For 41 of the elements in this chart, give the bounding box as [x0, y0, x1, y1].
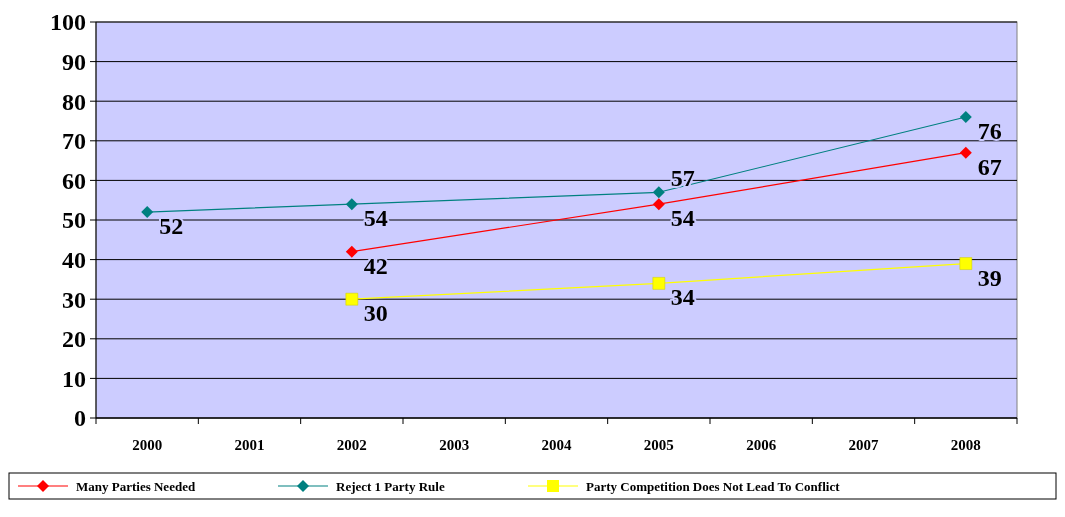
y-tick-label: 80	[62, 88, 86, 115]
point	[652, 277, 666, 290]
data-label: 54	[670, 205, 695, 232]
y-tick-label: 10	[62, 365, 86, 392]
point	[959, 257, 973, 270]
data-label: 42	[363, 252, 388, 279]
y-tick-label: 20	[62, 326, 86, 353]
y-tick-label: 60	[62, 167, 86, 194]
y-tick-label: 50	[62, 207, 86, 234]
data-label: 52	[159, 213, 184, 240]
legend-label: Many Parties Needed	[76, 478, 196, 494]
x-tick-label: 2008	[950, 437, 981, 453]
data-label: 67	[977, 153, 1002, 180]
y-tick-label: 40	[62, 247, 86, 273]
y-tick-label: 90	[62, 49, 86, 75]
point	[652, 186, 665, 199]
legend-label: Reject 1 Party Rule	[336, 478, 445, 494]
x-tick-label: 2006	[746, 437, 777, 453]
legend-label: Party Competition Does Not Lead To Conflict	[586, 478, 841, 494]
x-tick-label: 2000	[132, 437, 163, 453]
data-label: 54	[363, 205, 388, 232]
point	[141, 206, 154, 219]
x-tick-label: 2007	[848, 437, 879, 453]
y-tick-label: 30	[62, 286, 86, 313]
point	[345, 198, 358, 211]
x-tick-label: 2002	[336, 437, 367, 453]
data-label: 39	[977, 264, 1002, 291]
x-tick-label: 2001	[234, 437, 265, 453]
y-tick-label: 70	[62, 128, 86, 155]
y-tick-label: 100	[50, 9, 86, 36]
x-tick-label: 2004	[541, 437, 572, 453]
point	[345, 292, 359, 306]
data-label: 30	[363, 300, 388, 327]
point	[345, 245, 358, 258]
point	[959, 111, 972, 124]
y-tick-label: 0	[74, 405, 86, 432]
point	[652, 198, 665, 211]
x-tick-label: 2005	[643, 437, 674, 453]
point	[959, 146, 972, 159]
x-tick-label: 2003	[439, 437, 470, 453]
data-label: 76	[977, 118, 1002, 145]
